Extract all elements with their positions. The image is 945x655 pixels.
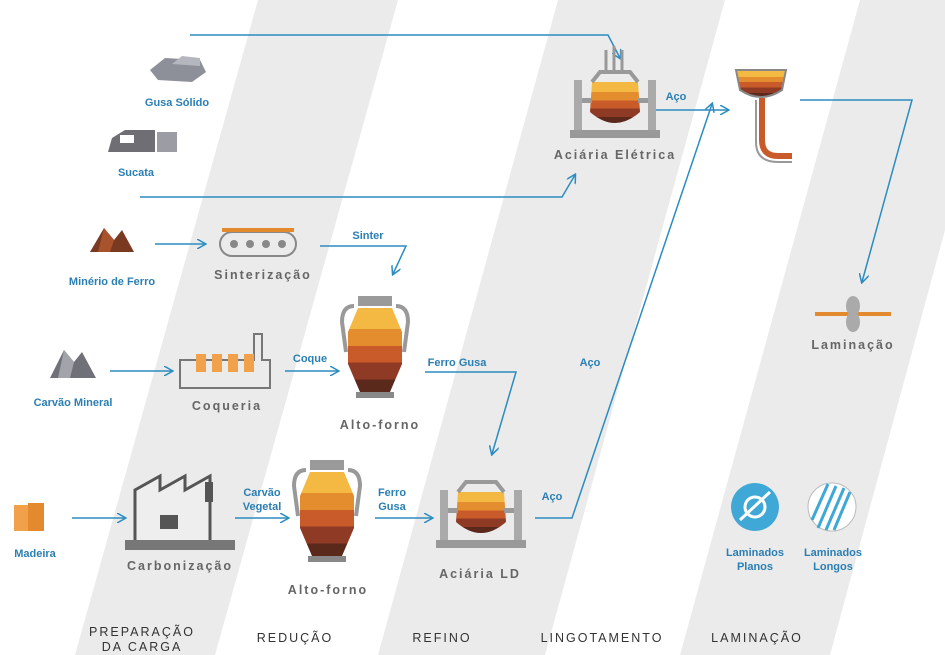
- process-label: Sinterização: [214, 268, 312, 282]
- input-label: Minério de Ferro: [69, 276, 155, 288]
- stage-label: REFINO: [412, 631, 471, 645]
- process-label: Alto-forno: [288, 583, 368, 597]
- stage-label: REDUÇÃO: [257, 631, 334, 645]
- input-label: Madeira: [14, 548, 56, 560]
- process-label: Carbonização: [127, 559, 233, 573]
- stage-label: LAMINAÇÃO: [711, 631, 803, 645]
- blast-furnace-icon: [342, 296, 408, 398]
- blast-furnace-icon: [294, 460, 360, 562]
- flow-label: Aço: [542, 491, 563, 503]
- process-label: Aciária LD: [439, 567, 521, 581]
- flow-label: Aço: [580, 357, 601, 369]
- input-label: Sucata: [118, 167, 155, 179]
- process-label: Laminação: [811, 338, 894, 352]
- process-label: Aciária Elétrica: [554, 148, 676, 162]
- flow-label: Coque: [293, 353, 327, 365]
- process-diagram: Gusa Sólido Sucata Minério de Ferro Carv…: [0, 0, 945, 655]
- process-label: Alto-forno: [340, 418, 420, 432]
- stage-label: LINGOTAMENTO: [541, 631, 664, 645]
- flow-label: Ferro Gusa: [428, 357, 488, 369]
- input-label: Carvão Mineral: [34, 397, 113, 409]
- flow-label: Sinter: [352, 230, 384, 242]
- input-label: Gusa Sólido: [145, 97, 209, 109]
- process-label: Coqueria: [192, 399, 262, 413]
- flow-label: Aço: [666, 91, 687, 103]
